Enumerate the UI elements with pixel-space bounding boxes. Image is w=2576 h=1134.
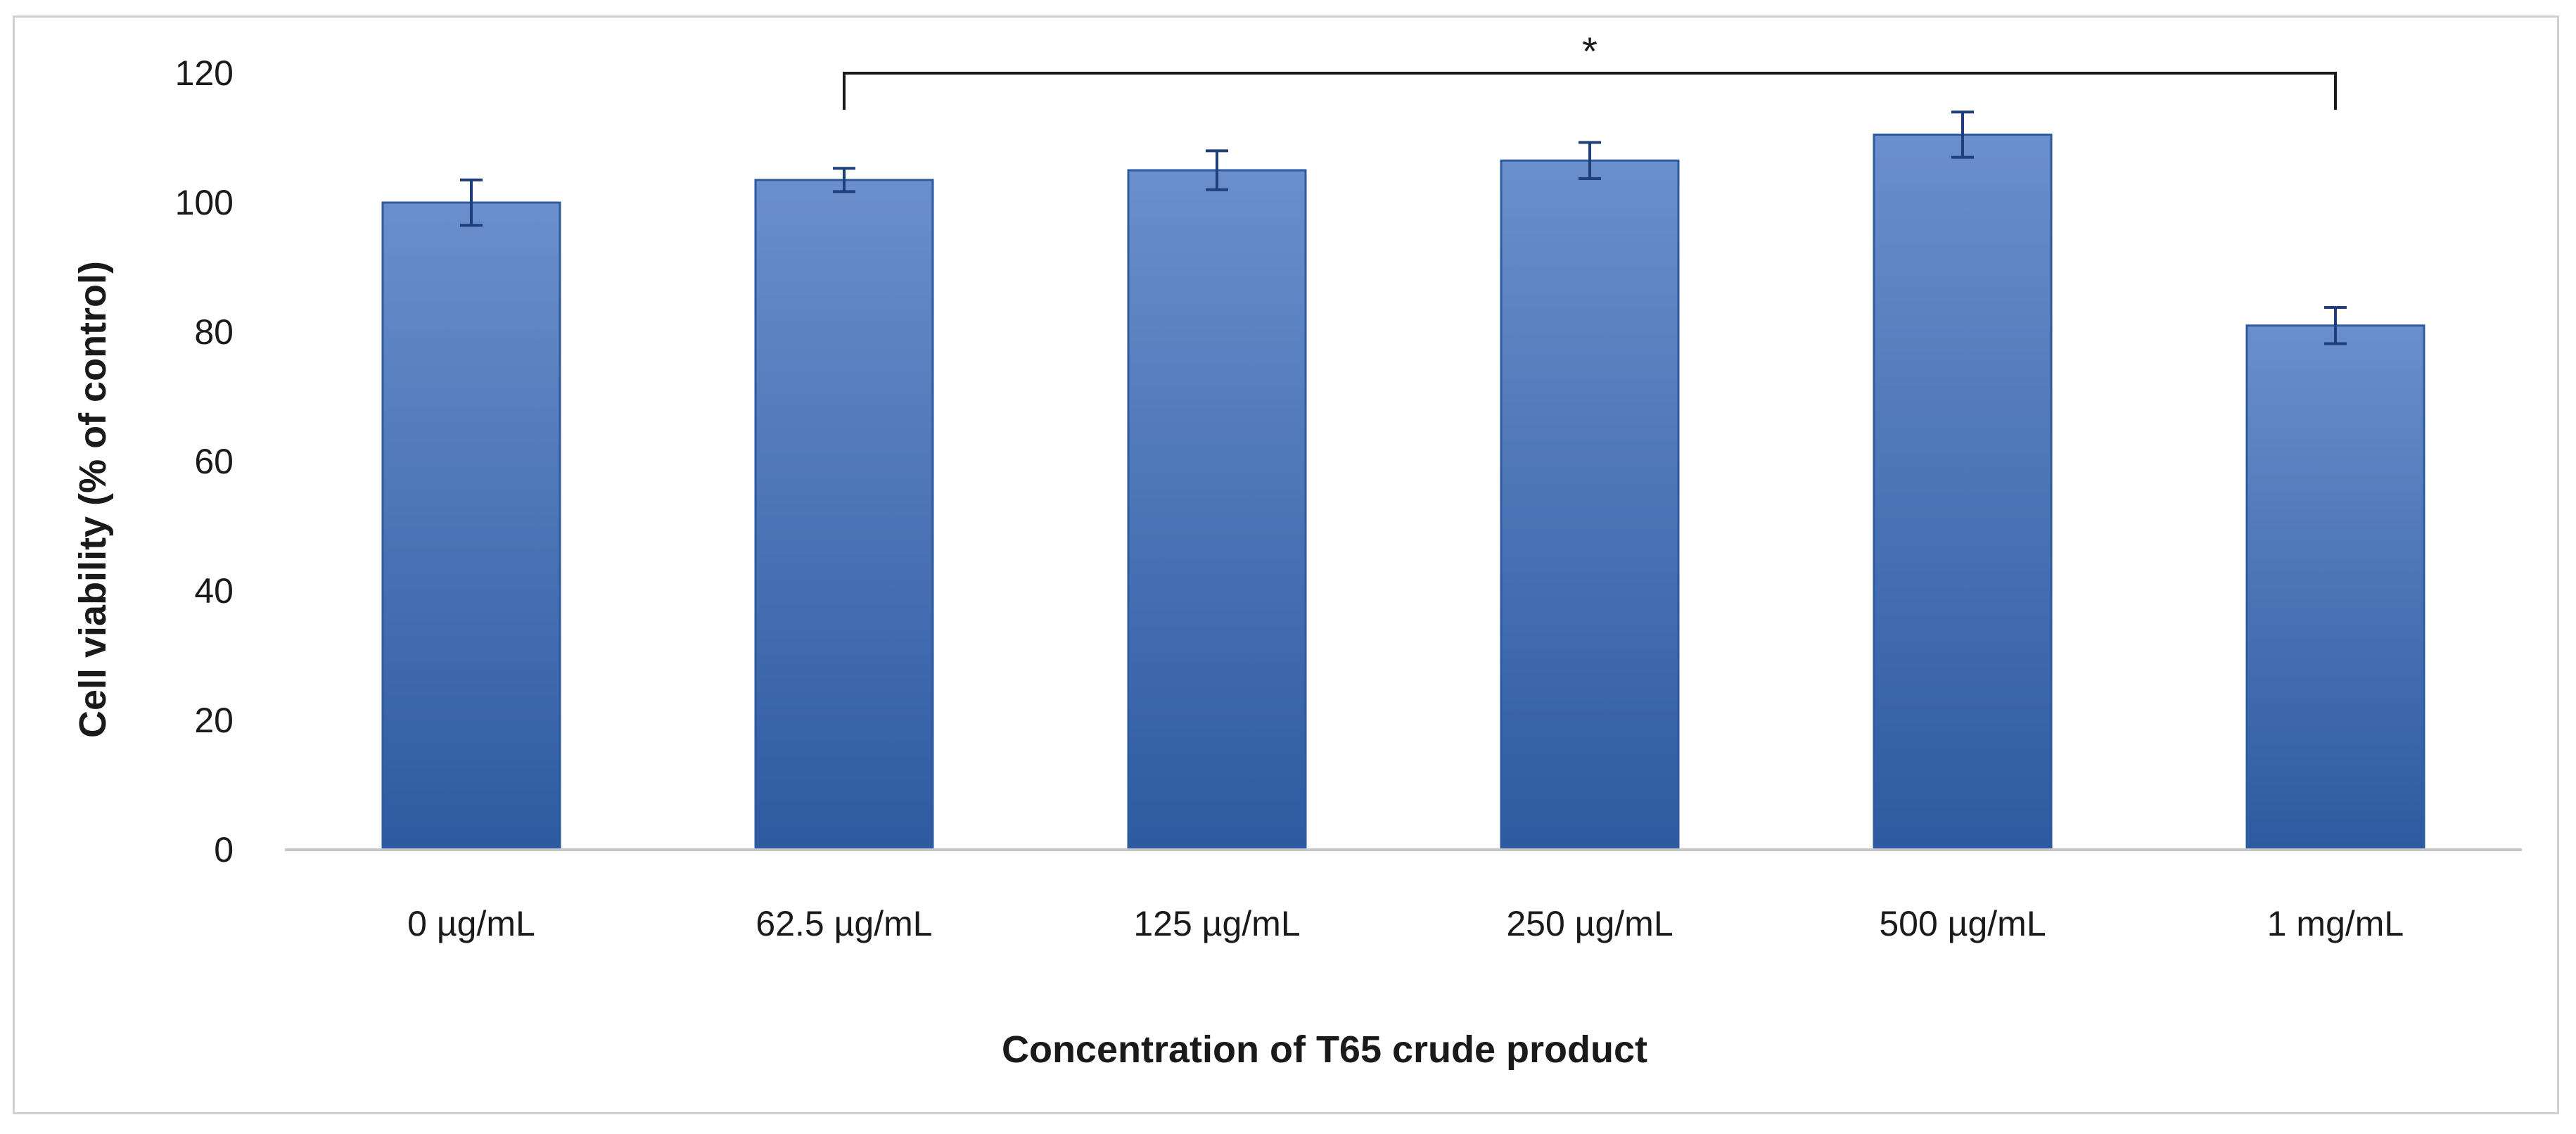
bar: [1500, 159, 1680, 851]
x-tick-label: 125 µg/mL: [1133, 904, 1300, 943]
x-axis: 0 µg/mL 62.5 µg/mL 125 µg/mL 250 µg/mL 500 µ…: [285, 848, 2522, 943]
bar: [754, 179, 934, 851]
bar: [1127, 169, 1307, 851]
y-tick-label: 0: [214, 830, 234, 869]
bar: [381, 201, 561, 851]
error-bar: [1951, 110, 1974, 159]
x-axis-title: Concentration of T65 crude product: [1002, 1028, 1647, 1071]
bar: [1873, 133, 2053, 851]
error-bar: [1579, 141, 1601, 180]
y-axis-title: Cell viability (% of control): [72, 261, 114, 738]
significance-annotation: *: [843, 29, 2337, 110]
y-tick-label: 40: [194, 571, 234, 611]
error-bar: [2324, 306, 2347, 345]
error-bar: [1206, 149, 1228, 191]
y-tick-label: 120: [175, 53, 234, 93]
bars: [381, 110, 2425, 851]
x-tick-label: 62.5 µg/mL: [755, 904, 932, 943]
x-tick-label: 1 mg/mL: [2267, 904, 2404, 943]
y-tick-label: 80: [194, 312, 234, 352]
y-tick-label: 20: [194, 701, 234, 740]
significance-star: *: [1582, 29, 1598, 73]
x-tick-label: 0 µg/mL: [407, 904, 535, 943]
x-tick-label: 250 µg/mL: [1506, 904, 1673, 943]
significance-bracket: [843, 72, 2337, 110]
y-tick-label: 100: [175, 183, 234, 222]
error-bar: [460, 178, 483, 227]
y-axis: 0 20 40 60 80 100 120: [175, 53, 234, 869]
y-tick-label: 60: [194, 442, 234, 481]
x-tick-label: 500 µg/mL: [1879, 904, 2046, 943]
error-bar: [833, 167, 855, 193]
bar: [2245, 324, 2425, 851]
